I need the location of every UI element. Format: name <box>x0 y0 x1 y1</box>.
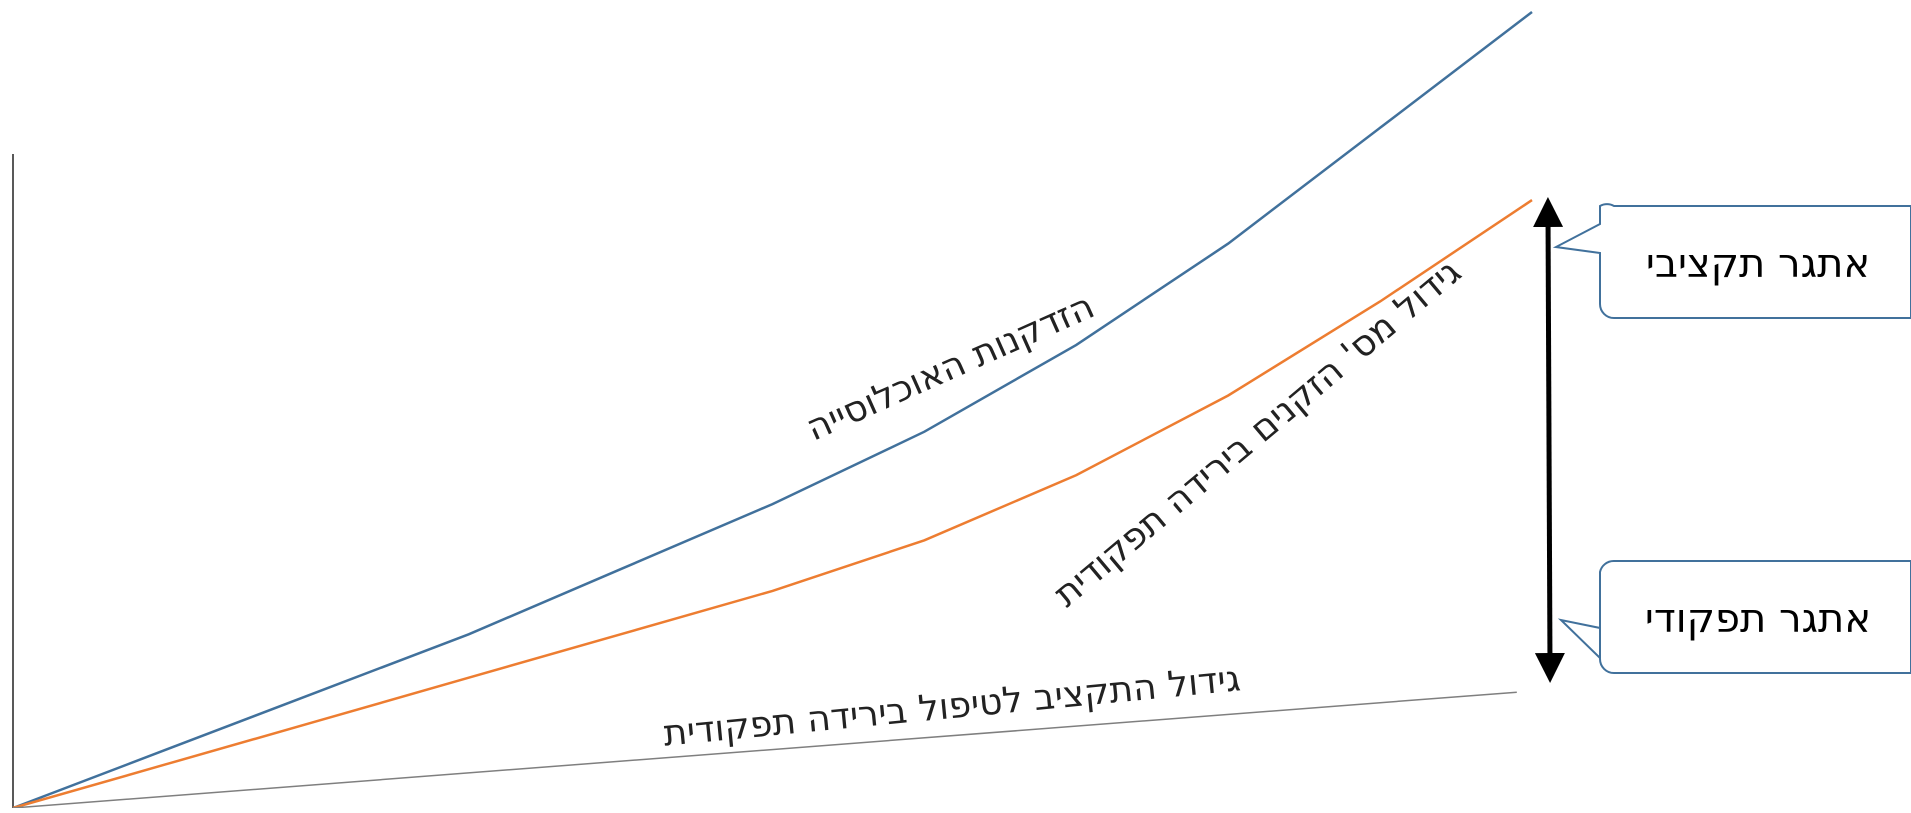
callout-functional-challenge <box>1557 559 1911 674</box>
series-line-functional-decline-elderly <box>12 199 1533 810</box>
series-line-budget-growth <box>12 691 1517 809</box>
label-functional-decline-elderly: גידול מס' הזקנים בירידה תפקודית <box>1046 251 1469 615</box>
callout-budget-challenge <box>1552 203 1911 319</box>
label-budget-growth: גידול התקציב לטיפול בירידה תפקודית <box>662 658 1243 754</box>
double-arrow <box>1533 197 1565 683</box>
label-population-aging: הזדקנות האוכלוסייה <box>800 286 1100 450</box>
series-line-population-aging <box>12 11 1533 810</box>
callout-budget-challenge-text: אתגר תקציבי <box>1646 241 1870 287</box>
callout-functional-challenge-text: אתגר תפקודי <box>1645 596 1871 642</box>
